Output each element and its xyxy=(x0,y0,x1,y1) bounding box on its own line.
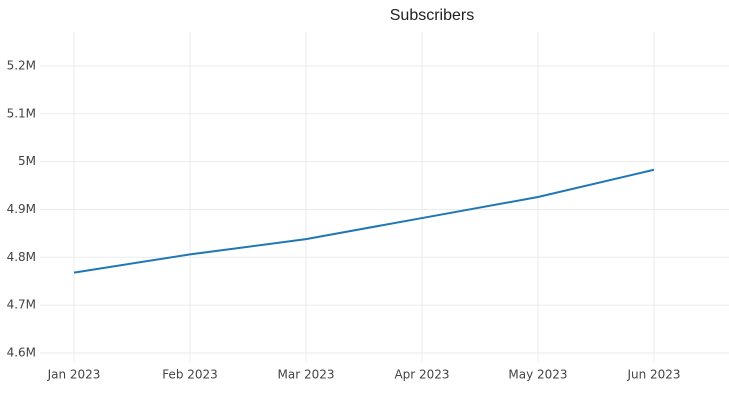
x-tick-label: Jun 2023 xyxy=(626,368,680,382)
line-series xyxy=(73,168,655,274)
x-tick-label: Feb 2023 xyxy=(162,368,218,382)
y-tick-label: 4.8M xyxy=(7,250,36,264)
y-tick-label: 5.1M xyxy=(7,106,36,120)
x-tick-label: Mar 2023 xyxy=(278,368,335,382)
y-tick-label: 5M xyxy=(18,154,36,168)
y-tick-label: 5.2M xyxy=(7,58,36,72)
chart-title: Subscribers xyxy=(390,7,474,24)
y-tick-label: 4.6M xyxy=(7,345,36,359)
x-tick-label: May 2023 xyxy=(508,368,567,382)
y-tick-label: 4.7M xyxy=(7,298,36,312)
y-tick-label: 4.9M xyxy=(7,202,36,216)
x-tick-label: Apr 2023 xyxy=(394,368,449,382)
x-tick-label: Jan 2023 xyxy=(47,368,101,382)
